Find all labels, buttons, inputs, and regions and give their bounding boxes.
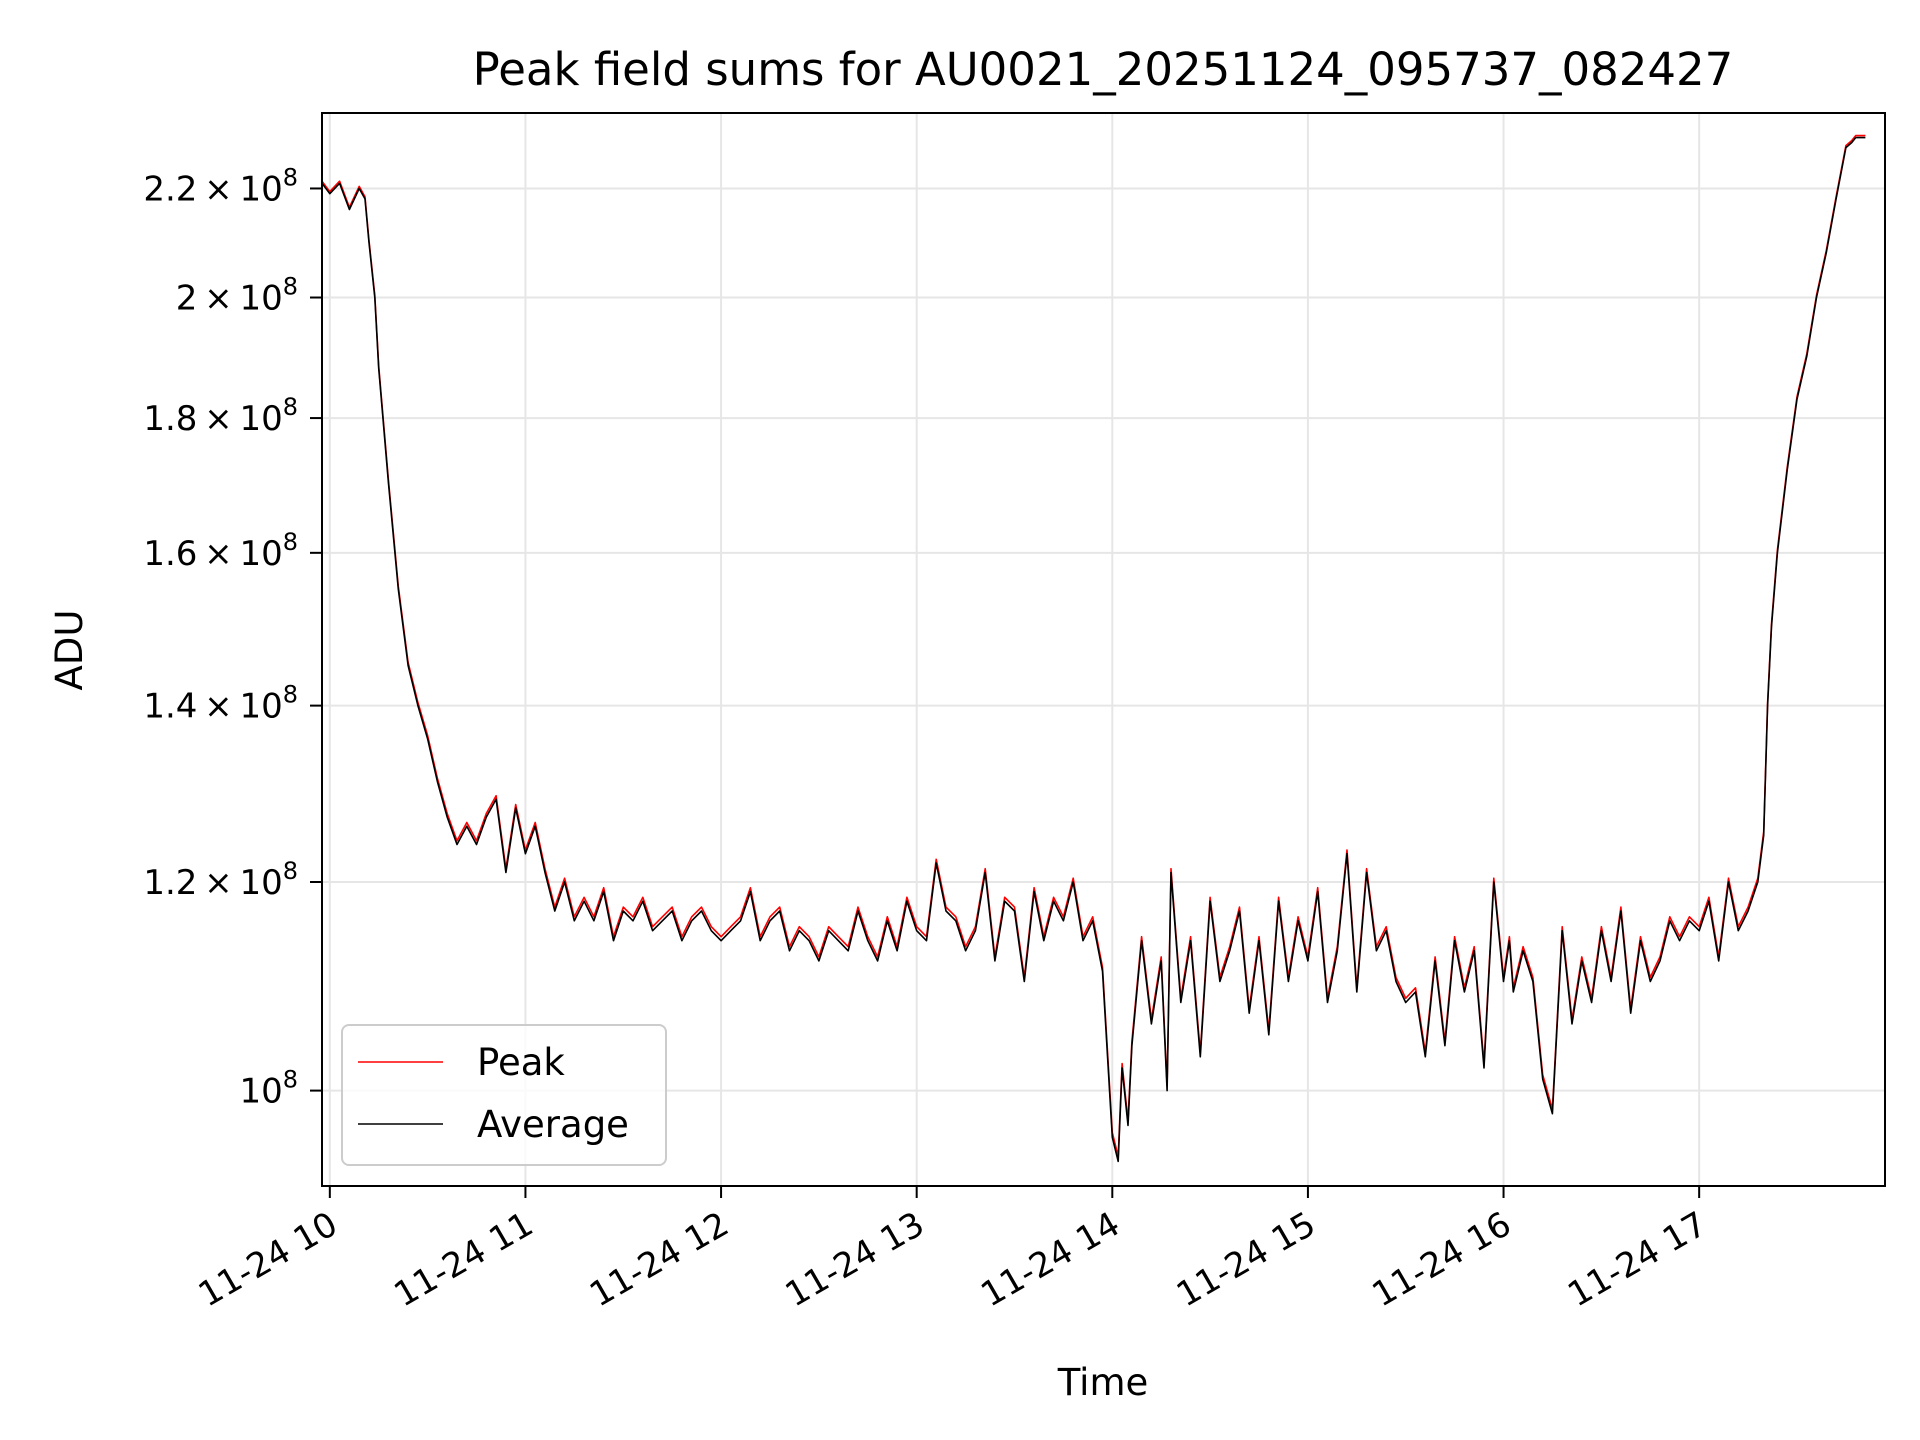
y-tick-label: 2.2 × 108 <box>143 163 298 209</box>
series-line-average <box>321 136 1866 1163</box>
x-axis-label: Time <box>1057 1361 1149 1404</box>
y-axis: 108 1.2 × 108 1.4 × 108 1.6 × 108 1.8 × 108 2… <box>143 163 322 1112</box>
plot-frame <box>321 112 1886 1187</box>
y-tick-label: 1.6 × 108 <box>143 528 298 574</box>
legend-label-peak: Peak <box>477 1041 565 1084</box>
y-tick-label: 1.2 × 108 <box>143 857 298 903</box>
y-tick-label: 2 × 108 <box>176 273 298 319</box>
legend: Peak Average <box>341 1024 667 1166</box>
y-tick-label: 1.8 × 108 <box>143 393 298 439</box>
chart-title: Peak field sums for AU0021_20251124_0957… <box>473 43 1734 96</box>
series-layer <box>321 134 1866 1163</box>
legend-box <box>341 1024 667 1166</box>
legend-label-average: Average <box>477 1103 629 1146</box>
y-tick-label: 108 <box>239 1066 298 1112</box>
y-axis-label: ADU <box>48 610 91 691</box>
y-tick-label: 1.4 × 108 <box>143 681 298 727</box>
